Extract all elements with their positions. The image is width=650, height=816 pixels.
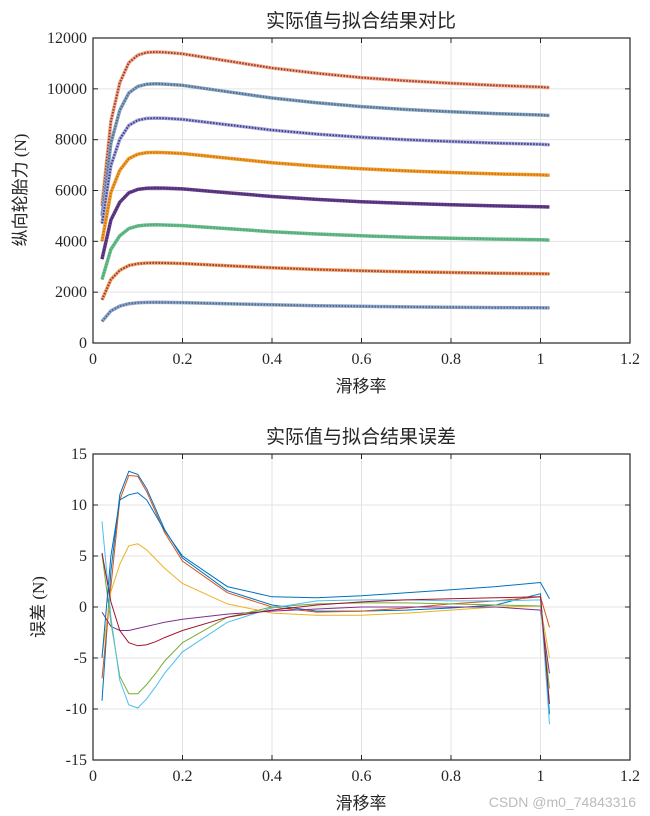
x-tick-label: 0.2 xyxy=(173,768,193,785)
fitted-series-line xyxy=(101,50,550,206)
x-tick-label: 0.6 xyxy=(352,351,372,368)
actual-series-line xyxy=(100,150,550,242)
y-tick-label: 5 xyxy=(79,548,87,565)
x-tick-label: 0.4 xyxy=(262,351,282,368)
comparison-ylabel: 纵向轮胎力 (N) xyxy=(11,134,30,247)
comparison-axes: 实际值与拟合结果对比 滑移率 纵向轮胎力 (N) 0 0.2 0.4 0.6 0.8 1 1… xyxy=(11,10,640,396)
x-tick-label: 1.2 xyxy=(620,768,640,785)
watermark: CSDN @m0_74843316 xyxy=(488,794,636,810)
error-series-line xyxy=(101,470,550,715)
y-tick-label: 4000 xyxy=(55,233,87,250)
fitted-series-line xyxy=(101,301,550,323)
actual-series-line xyxy=(100,186,550,260)
y-tick-label: -5 xyxy=(74,650,87,667)
y-tick-label: 10000 xyxy=(47,81,87,98)
comparison-title: 实际值与拟合结果对比 xyxy=(266,10,456,32)
x-tick-label: 1 xyxy=(537,351,545,368)
error-axes: 实际值与拟合结果误差 滑移率 误差 (N) 0 0.2 0.4 0.6 0.8 1 1.2 -… xyxy=(29,426,640,813)
error-series-line xyxy=(101,474,550,679)
error-series-line xyxy=(101,492,550,659)
x-tick-label: 0.8 xyxy=(441,351,461,368)
y-tick-label: -15 xyxy=(66,752,87,769)
error-title: 实际值与拟合结果误差 xyxy=(266,426,456,448)
x-tick-label: 0 xyxy=(89,351,97,368)
error-series-line xyxy=(101,606,550,674)
x-tick-label: 0 xyxy=(89,768,97,785)
y-tick-label: 6000 xyxy=(55,183,87,200)
fitted-series-line xyxy=(101,261,550,301)
fitted-series-line xyxy=(101,82,550,217)
y-tick-label: -10 xyxy=(66,701,87,718)
y-tick-label: 2000 xyxy=(55,284,87,301)
axes-box xyxy=(92,453,631,761)
y-tick-label: 15 xyxy=(71,446,87,463)
comparison-xlabel: 滑移率 xyxy=(336,377,387,396)
fitted-series-line xyxy=(101,151,550,242)
y-tick-label: 10 xyxy=(71,497,87,514)
error-series-line xyxy=(101,553,550,695)
axes-box xyxy=(92,37,631,344)
actual-series-line xyxy=(100,300,550,323)
y-tick-label: 8000 xyxy=(55,132,87,149)
actual-series-line xyxy=(100,261,550,301)
y-tick-label: 0 xyxy=(79,599,87,616)
error-series-line xyxy=(101,543,550,659)
x-tick-label: 1 xyxy=(537,768,545,785)
x-tick-label: 0.4 xyxy=(262,768,282,785)
error-xlabel: 滑移率 xyxy=(336,794,387,813)
x-tick-label: 0.8 xyxy=(441,768,461,785)
error-series-line xyxy=(101,552,550,704)
y-tick-label: 0 xyxy=(79,335,87,352)
actual-series-line xyxy=(100,116,550,224)
x-tick-label: 1.2 xyxy=(620,351,640,368)
x-tick-label: 0.2 xyxy=(173,351,193,368)
x-tick-label: 0.6 xyxy=(352,768,372,785)
error-series-line xyxy=(101,521,550,725)
y-tick-label: 12000 xyxy=(47,30,87,47)
fitted-series-line xyxy=(101,117,550,224)
fitted-series-line xyxy=(101,223,550,280)
error-ylabel: 误差 (N) xyxy=(29,576,48,638)
